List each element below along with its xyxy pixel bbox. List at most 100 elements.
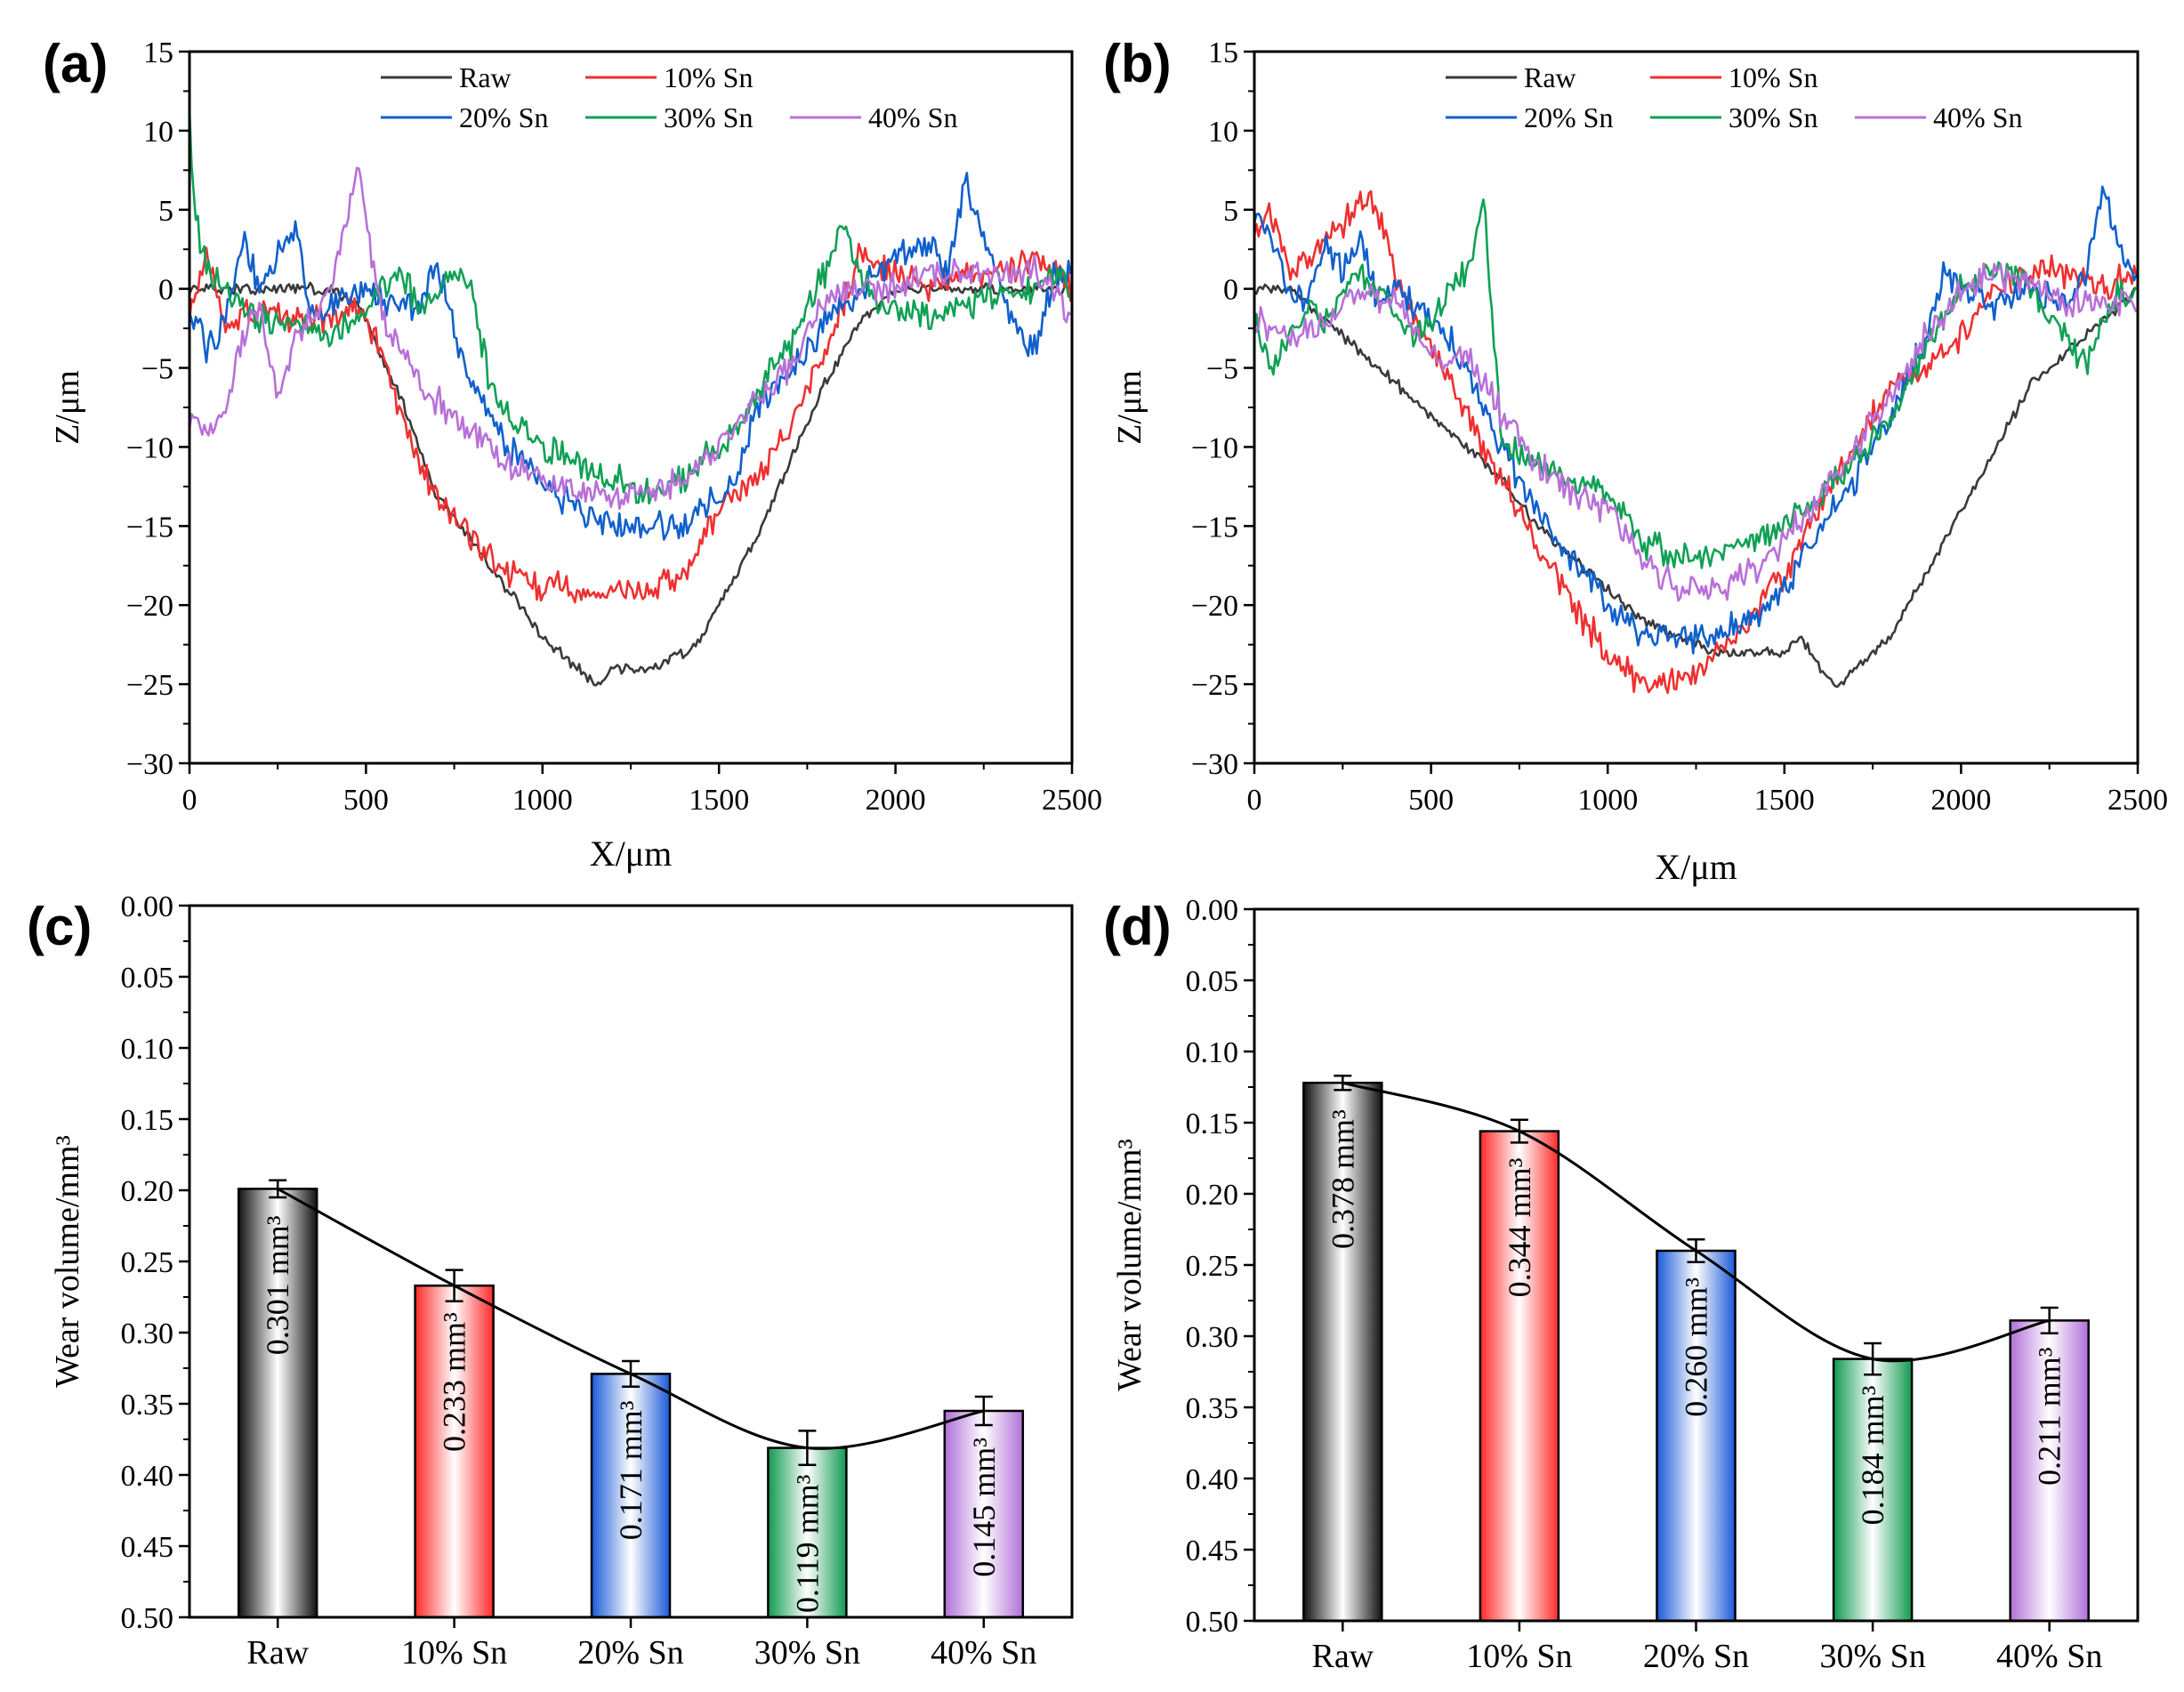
y-tick-label: −30 [1191, 748, 1238, 781]
y-tick-label: 15 [143, 36, 173, 69]
bar-value-label: 0.211 mm³ [2032, 1347, 2067, 1486]
y-tick-label: 0.00 [121, 890, 174, 923]
trend-line [1342, 1081, 2051, 1363]
bar-value-label: 0.184 mm³ [1855, 1385, 1890, 1525]
bar-30-sn [767, 1446, 848, 1619]
x-tick-label: 1000 [512, 784, 573, 817]
x-tick-label: 40% Sn [931, 1634, 1036, 1672]
y-tick-label: 0.10 [1186, 1036, 1239, 1069]
bar-value-label: 0.119 mm³ [789, 1474, 825, 1613]
x-tick-label: 30% Sn [1819, 1638, 1925, 1675]
y-tick-label: −10 [1191, 431, 1238, 464]
plot-frame [1253, 50, 2140, 765]
y-tick-label: −25 [1191, 669, 1238, 702]
series-line-30-sn [1254, 198, 2138, 569]
plot-frame [188, 50, 1074, 765]
y-tick-label: −25 [126, 669, 173, 702]
y-tick-label: 0.00 [1186, 894, 1239, 927]
y-tick-label: −30 [126, 748, 173, 781]
bar-20-sn [1656, 1249, 1737, 1623]
y-axis-label: Z/μm [49, 370, 86, 445]
x-tick-label: 500 [1408, 784, 1454, 817]
y-tick-label: 0.25 [121, 1246, 174, 1279]
trend-line [277, 1188, 985, 1450]
x-tick-label: 20% Sn [1643, 1638, 1749, 1675]
y-tick-label: 0.50 [121, 1602, 174, 1635]
series-group [189, 109, 1072, 687]
y-tick-label: −5 [141, 353, 173, 386]
panel-1: (b) 15 10 5 0 −5 −10 −15 −20 −25 −30 Z/μm 0 500 1000 15… [1103, 34, 2168, 887]
bar-40-sn [943, 1409, 1025, 1619]
y-tick-label: 0.45 [121, 1531, 174, 1564]
x-tick-label: Raw [246, 1634, 309, 1672]
x-tick-label: 500 [343, 784, 389, 817]
series-line-40-sn [189, 166, 1072, 511]
y-tick-label: 0.35 [121, 1389, 174, 1422]
y-tick-label: 0.20 [121, 1175, 174, 1208]
y-tick-label: 0 [158, 274, 173, 307]
panel-label: (d) [1103, 897, 1172, 956]
legend-entry: 40% Sn [868, 101, 957, 133]
series-group [1254, 185, 2138, 695]
y-tick-label: 0.20 [1186, 1179, 1239, 1212]
bar-20-sn [590, 1373, 672, 1619]
x-tick-label: Raw [1311, 1638, 1374, 1675]
x-tick-label: 1500 [1754, 784, 1815, 817]
bar-30-sn [1832, 1358, 1914, 1623]
series-line-10-sn [189, 242, 1072, 604]
bar-value-label: 0.233 mm³ [437, 1312, 472, 1452]
series-line-40-sn [1254, 262, 2138, 602]
x-tick-label: 2000 [866, 784, 926, 817]
legend-entry: 10% Sn [664, 61, 753, 93]
legend-entry: Raw [1524, 61, 1576, 93]
y-tick-label: 0.35 [1186, 1392, 1239, 1425]
legend-entry: 40% Sn [1933, 101, 2022, 133]
x-tick-label: 2500 [2107, 784, 2168, 817]
series-line-20-sn [189, 172, 1072, 541]
x-tick-label: 1000 [1577, 784, 1638, 817]
panel-label: (c) [27, 897, 92, 956]
x-tick-label: 1500 [689, 784, 749, 817]
y-tick-label: 0.30 [1186, 1321, 1239, 1354]
series-line-30-sn [189, 109, 1071, 505]
bar-value-label: 0.171 mm³ [613, 1400, 649, 1540]
y-tick-label: 0.05 [121, 962, 174, 995]
series-line-raw [1254, 283, 2137, 689]
legend-entry: 30% Sn [664, 101, 753, 133]
y-axis-label: Z/μm [1111, 370, 1148, 445]
y-tick-label: −15 [126, 511, 173, 544]
bar-value-label: 0.378 mm³ [1325, 1109, 1360, 1249]
legend-entry: 10% Sn [1729, 61, 1817, 93]
y-tick-label: 0.05 [1186, 965, 1239, 998]
y-tick-label: −15 [1191, 511, 1238, 544]
panel-label: (a) [43, 34, 108, 93]
panel-0: (a) 15 10 5 0 −5 −10 −15 −20 −25 −30 Z/μm 0 500 1000 15… [43, 34, 1102, 874]
y-tick-label: 5 [158, 195, 173, 228]
x-tick-label: 30% Sn [754, 1634, 860, 1672]
plot-frame [1253, 907, 2140, 1623]
y-tick-label: 10 [143, 116, 173, 149]
x-tick-label: 2000 [1930, 784, 1991, 817]
y-tick-label: −10 [126, 431, 173, 464]
legend-entry: Raw [459, 61, 512, 93]
x-tick-label: 2500 [1042, 784, 1102, 817]
bar-value-label: 0.301 mm³ [260, 1215, 295, 1355]
bar-10-sn [414, 1284, 495, 1619]
panel-3: (d) 0.00 0.05 0.10 0.15 0.20 0.25 0.30 0.35 0.40 0… [1103, 894, 2140, 1675]
x-axis-label: X/μm [590, 834, 673, 874]
legend-entry: 30% Sn [1729, 101, 1817, 133]
panel-2: (c) 0.00 0.05 0.10 0.15 0.20 0.25 0.30 0.35 0.40 0… [27, 890, 1074, 1672]
x-tick-label: 0 [182, 784, 197, 817]
x-axis-label: X/μm [1655, 847, 1737, 887]
y-tick-label: 0.10 [121, 1033, 174, 1066]
y-tick-label: 0.30 [121, 1317, 174, 1350]
plot-frame [188, 904, 1074, 1619]
y-tick-label: 0.15 [121, 1104, 174, 1137]
bar-value-label: 0.145 mm³ [966, 1438, 1002, 1577]
y-tick-label: 0.15 [1186, 1108, 1239, 1140]
y-tick-label: 0.50 [1186, 1606, 1239, 1639]
series-line-10-sn [1254, 189, 2138, 695]
x-tick-label: 10% Sn [1466, 1638, 1572, 1675]
x-tick-label: 10% Sn [401, 1634, 507, 1672]
